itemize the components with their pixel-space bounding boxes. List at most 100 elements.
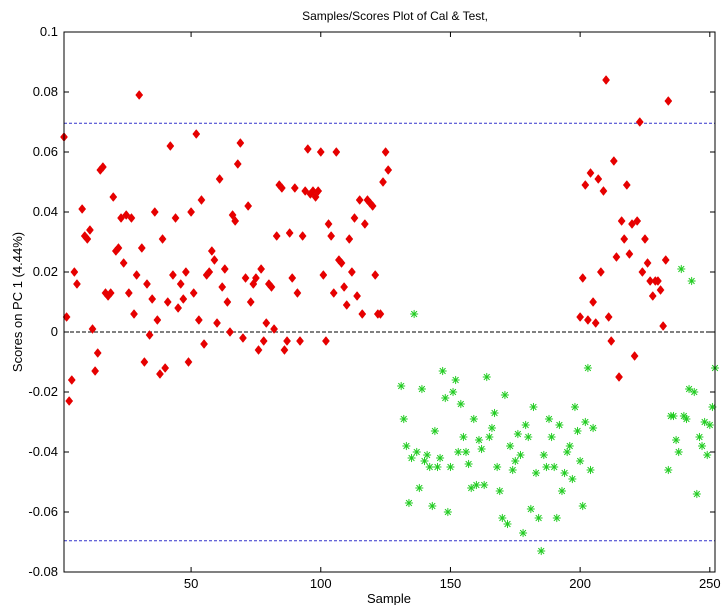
green-asterisk-point — [573, 426, 582, 436]
x-tick-label: 250 — [699, 576, 721, 591]
red-diamond-point — [205, 267, 214, 277]
red-diamond-point — [179, 294, 188, 304]
green-asterisk-point — [578, 501, 587, 511]
green-asterisk-point — [583, 363, 593, 373]
green-asterisk-point — [695, 432, 704, 442]
red-diamond-point — [594, 174, 603, 184]
red-diamond-point — [262, 318, 271, 328]
green-asterisk-point — [425, 462, 434, 472]
red-diamond-point — [252, 273, 260, 283]
red-diamond-point — [643, 258, 652, 268]
red-diamond-point — [98, 162, 107, 172]
red-diamond-point — [327, 231, 336, 241]
red-diamond-point — [581, 180, 590, 190]
red-diamond-point — [158, 234, 167, 244]
green-asterisk-point — [531, 468, 541, 478]
green-asterisk-point — [524, 432, 533, 442]
red-diamond-point — [70, 267, 79, 277]
green-asterisk-point — [448, 387, 458, 397]
red-diamond-point — [578, 273, 587, 283]
red-diamond-point — [296, 336, 304, 346]
green-asterisk-point — [472, 480, 481, 490]
green-asterisk-point — [469, 414, 478, 424]
y-tick-label: -0.08 — [28, 564, 58, 579]
red-diamond-point — [73, 279, 81, 289]
green-asterisk-point — [433, 462, 442, 472]
green-asterisk-point — [560, 468, 569, 478]
red-diamond-point — [358, 309, 367, 319]
red-diamond-point — [127, 213, 136, 223]
green-asterisk-point — [417, 384, 427, 394]
y-tick-label: 0.02 — [33, 264, 58, 279]
red-diamond-point — [207, 246, 216, 256]
green-asterisk-point — [550, 462, 559, 472]
red-diamond-point — [293, 288, 302, 298]
x-tick-label: 200 — [569, 576, 591, 591]
red-diamond-point — [288, 273, 297, 283]
green-asterisk-point — [410, 309, 419, 319]
red-diamond-point — [381, 147, 390, 157]
green-asterisk-point — [495, 486, 504, 496]
red-diamond-point — [384, 165, 393, 175]
red-diamond-point — [267, 282, 276, 292]
red-diamond-point — [599, 186, 608, 196]
green-asterisk-point — [500, 390, 510, 400]
red-diamond-point — [239, 333, 247, 343]
red-diamond-point — [223, 297, 232, 307]
green-asterisk-point — [397, 381, 406, 391]
red-diamond-point — [285, 228, 294, 238]
green-asterisk-point — [537, 546, 546, 556]
red-diamond-point — [93, 348, 102, 358]
red-diamond-point — [617, 216, 626, 226]
green-asterisk-point — [477, 444, 486, 454]
red-diamond-point — [270, 324, 279, 334]
green-asterisk-point — [441, 393, 450, 403]
green-asterisk-point — [563, 447, 572, 457]
red-diamond-point — [140, 357, 149, 367]
green-asterisk-point — [687, 276, 696, 286]
green-asterisk-point — [443, 507, 452, 517]
red-diamond-point — [156, 369, 164, 379]
red-diamond-point — [638, 267, 647, 277]
red-diamond-point — [591, 318, 600, 328]
red-diamond-point — [78, 204, 87, 214]
red-diamond-point — [322, 336, 330, 346]
green-asterisk-point — [534, 513, 543, 523]
red-diamond-point — [353, 291, 361, 301]
red-diamond-point — [625, 249, 634, 259]
red-diamond-point — [596, 267, 605, 277]
y-tick-label: 0.08 — [33, 84, 58, 99]
red-diamond-point — [117, 213, 125, 223]
red-diamond-point — [342, 300, 351, 310]
green-asterisk-point — [544, 414, 554, 424]
red-diamond-point — [340, 282, 349, 292]
green-asterisk-point — [474, 435, 484, 445]
green-asterisk-point — [412, 447, 421, 457]
red-diamond-point — [176, 279, 185, 289]
red-diamond-point — [254, 345, 263, 355]
red-diamond-point — [259, 336, 268, 346]
red-diamond-point — [646, 276, 655, 286]
green-asterisk-point — [446, 462, 455, 472]
green-asterisk-point — [438, 366, 447, 376]
red-diamond-point — [324, 219, 333, 229]
green-asterisk-point — [565, 441, 574, 451]
red-diamond-point — [622, 180, 631, 190]
red-diamond-point — [231, 216, 240, 226]
red-diamond-point — [633, 216, 642, 226]
red-diamond-point — [332, 147, 341, 157]
red-diamond-point — [630, 351, 639, 361]
red-diamond-point — [187, 207, 196, 217]
red-diamond-point — [130, 309, 138, 319]
y-tick-label: -0.02 — [28, 384, 58, 399]
green-asterisk-point — [513, 429, 522, 439]
y-tick-label: 0.1 — [40, 24, 58, 39]
green-asterisk-point — [407, 453, 416, 463]
red-diamond-point — [174, 303, 183, 313]
red-diamond-point — [91, 366, 100, 376]
plot-area-frame — [63, 31, 716, 573]
green-asterisk-point — [581, 417, 590, 427]
red-diamond-point — [604, 312, 613, 322]
green-asterisk-point — [705, 420, 714, 430]
green-asterisk-point — [459, 432, 468, 442]
